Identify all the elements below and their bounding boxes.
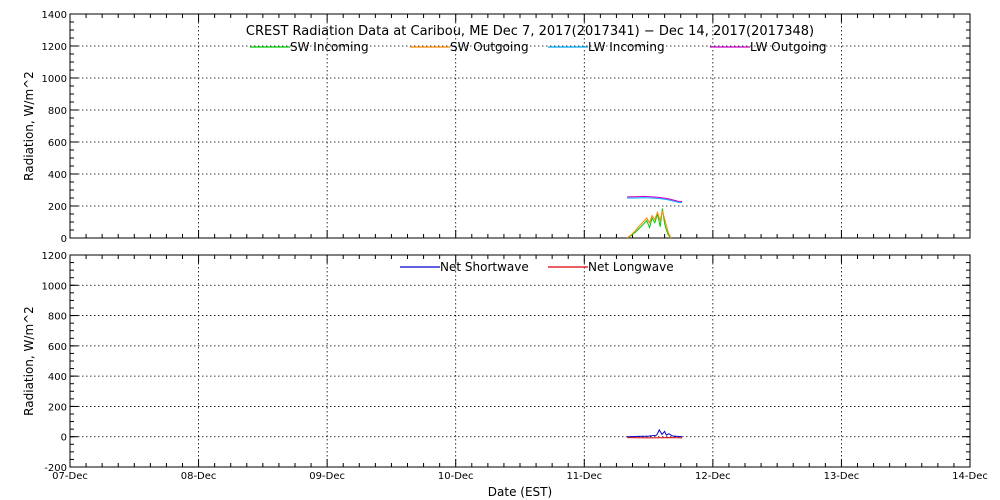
legend-label: LW Incoming	[588, 40, 665, 54]
series-line-sw-outgoing	[626, 210, 672, 239]
top-y-tick-label: 1200	[42, 42, 67, 53]
bottom-y-tick-label: -200	[44, 463, 67, 474]
top-y-tick-label: 800	[48, 106, 67, 117]
top-y-tick-label: 400	[48, 170, 67, 181]
top-panel: 0 200 400 600 800 1000 1200 1400 SW Incoming SW O…	[22, 10, 971, 245]
bottom-y-tick-label: 600	[48, 342, 67, 353]
top-y-tick-label: 600	[48, 138, 67, 149]
legend-label: LW Outgoing	[750, 40, 827, 54]
bottom-y-tick-label: 0	[61, 433, 67, 444]
x-tick-label: 11-Dec	[566, 471, 602, 482]
x-tick-label: 12-Dec	[695, 471, 731, 482]
top-y-tick-label: 200	[48, 202, 67, 213]
bottom-y-tick-label: 800	[48, 312, 67, 323]
x-tick-label: 13-Dec	[824, 471, 860, 482]
top-y-tick-label: 1400	[42, 10, 67, 21]
bottom-y-tick-label: 1200	[42, 251, 67, 262]
x-tick-label: 08-Dec	[181, 471, 217, 482]
bottom-panel: -200 0 200 400 600 800 1000 1200 07-Dec 08-Dec 09-…	[22, 251, 988, 499]
legend-label: Net Shortwave	[440, 260, 529, 274]
top-y-tick-label: 0	[61, 234, 67, 245]
series-line-lw-incoming	[627, 197, 683, 204]
legend-label: SW Incoming	[290, 40, 369, 54]
bottom-plot-frame	[69, 254, 971, 468]
chart-title: CREST Radiation Data at Caribou, ME Dec …	[246, 24, 814, 39]
x-tick-label: 10-Dec	[438, 471, 474, 482]
legend-label: Net Longwave	[588, 260, 674, 274]
x-tick-label: 14-Dec	[952, 471, 988, 482]
bottom-y-tick-label: 1000	[42, 281, 67, 292]
x-tick-label: 07-Dec	[52, 471, 88, 482]
series-line-sw-incoming	[626, 208, 672, 239]
series-line-lw-outgoing	[627, 195, 683, 202]
bottom-y-tick-label: 200	[48, 402, 67, 413]
top-y-axis-label: Radiation, W/m^2	[22, 71, 36, 181]
bottom-y-tick-label: 400	[48, 372, 67, 383]
x-axis-label: Date (EST)	[488, 485, 552, 499]
top-plot-frame	[69, 13, 971, 239]
series-line-net-shortwave	[627, 428, 683, 438]
top-y-tick-label: 1000	[42, 74, 67, 85]
x-tick-label: 09-Dec	[309, 471, 345, 482]
legend-label: SW Outgoing	[450, 40, 529, 54]
bottom-y-axis-label: Radiation, W/m^2	[22, 306, 36, 416]
